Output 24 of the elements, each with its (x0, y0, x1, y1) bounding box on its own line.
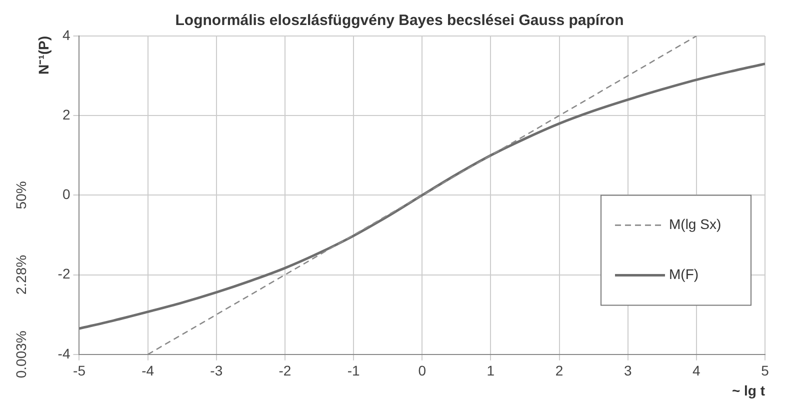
x-tick-label: 3 (624, 362, 632, 379)
y-tick-label: 4 (62, 26, 70, 43)
x-tick-label: 4 (692, 362, 701, 379)
x-tick-label: -4 (142, 362, 154, 379)
x-tick-label: 2 (555, 362, 564, 379)
text: 2.28% (12, 254, 29, 295)
y-tick-label: -4 (58, 345, 70, 362)
y-axis-title: N⁻¹(P) (35, 36, 52, 74)
text: 50% (12, 181, 29, 210)
x-tick-label: -5 (73, 362, 86, 379)
y-tick-label: -2 (58, 266, 70, 282)
x-axis-title: ~ lg t (732, 382, 766, 398)
chart-title: Lognormális eloszlásfüggvény Bayes becslései Gauss papíron (175, 12, 624, 30)
x-tick-label: 1 (486, 362, 495, 379)
x-tick-label: -1 (347, 362, 360, 379)
y-tick-label: 2 (62, 106, 70, 122)
x-tick-label: 0 (418, 362, 426, 379)
legend-label: M(lg Sx) (669, 216, 722, 232)
x-tick-label: 5 (761, 362, 770, 379)
legend-label: M(F) (669, 266, 699, 282)
x-tick-label: -2 (278, 362, 292, 379)
text: 0.003% (12, 330, 29, 378)
x-tick-label: -3 (210, 362, 223, 379)
y-tick-label: 0 (62, 186, 70, 202)
